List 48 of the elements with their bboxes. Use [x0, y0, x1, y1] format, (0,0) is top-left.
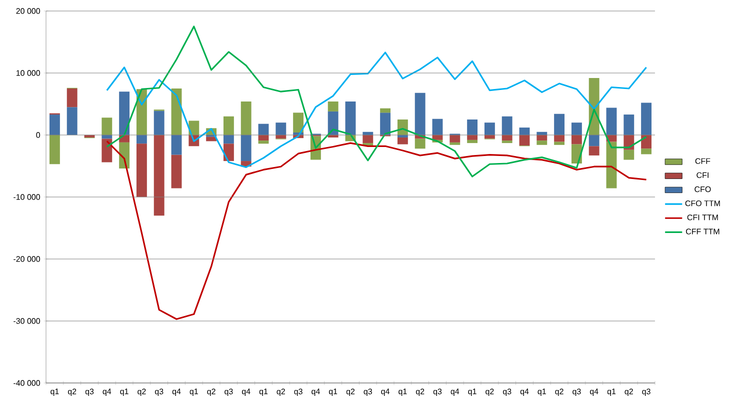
y-tick-label: -30 000 — [14, 318, 40, 324]
x-tick-label: q1 — [259, 388, 268, 396]
legend-label: CFI TTM — [687, 214, 718, 220]
x-tick-label: q1 — [120, 388, 128, 396]
x-tick-label: q4 — [242, 388, 250, 396]
x-tick-label: q1 — [398, 388, 407, 396]
x-tick-label: q4 — [102, 388, 112, 396]
x-tick-label: q4 — [172, 388, 181, 396]
legend-label: CFF — [695, 158, 710, 164]
x-tick-label: q3 — [154, 388, 164, 396]
y-tick-label: 20 000 — [16, 8, 40, 14]
x-tick-label: q1 — [468, 388, 476, 396]
legend-label: CFF TTM — [686, 228, 720, 234]
y-tick-label: 0 — [36, 132, 40, 138]
x-tick-label: q3 — [642, 388, 650, 396]
x-tick-label: q2 — [346, 388, 355, 396]
x-tick-label: q1 — [50, 388, 59, 396]
x-tick-label: q2 — [138, 388, 146, 396]
legend-label: CFI — [696, 172, 708, 178]
y-tick-label: -20 000 — [14, 256, 40, 262]
x-tick-label: q4 — [520, 388, 529, 396]
x-tick-label: q2 — [555, 388, 564, 396]
x-tick-label: q4 — [450, 388, 460, 396]
x-tick-label: q1 — [190, 388, 198, 396]
legend-label: CFO — [694, 186, 711, 192]
x-tick-label: q1 — [538, 388, 546, 396]
y-tick-label: -10 000 — [14, 194, 40, 200]
x-tick-label: q3 — [572, 388, 581, 396]
x-tick-label: q2 — [624, 388, 633, 396]
x-tick-label: q2 — [276, 388, 285, 396]
x-tick-label: q3 — [294, 388, 302, 396]
legend-label: CFO TTM — [685, 200, 720, 206]
x-tick-label: q3 — [502, 388, 512, 396]
y-tick-label: -40 000 — [14, 380, 40, 386]
x-tick-label: q4 — [590, 388, 598, 396]
x-tick-label: q1 — [328, 388, 338, 396]
x-tick-label: q3 — [85, 388, 94, 396]
x-tick-label: q2 — [416, 388, 424, 396]
x-tick-label: q1 — [607, 388, 616, 396]
x-tick-label: q3 — [364, 388, 372, 396]
x-tick-label: q4 — [312, 388, 320, 396]
x-tick-label: q3 — [224, 388, 233, 396]
x-tick-label: q2 — [207, 388, 216, 396]
x-tick-label: q2 — [486, 388, 494, 396]
x-tick-label: q2 — [68, 388, 76, 396]
x-tick-label: q4 — [381, 388, 390, 396]
x-tick-label: q3 — [433, 388, 442, 396]
y-tick-label: 10 000 — [16, 70, 40, 76]
